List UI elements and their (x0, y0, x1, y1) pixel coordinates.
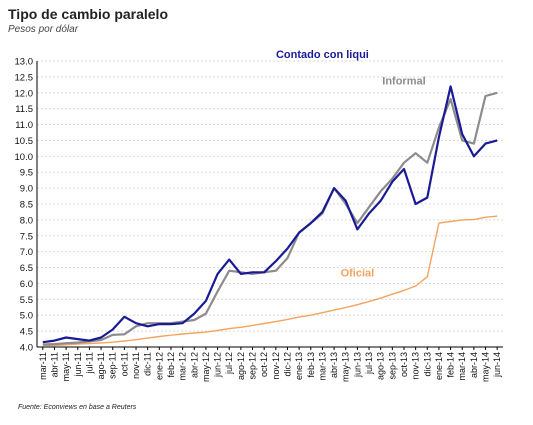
x-tick-label: dic-13 (422, 352, 432, 377)
x-tick-label: oct-13 (399, 352, 409, 377)
x-tick-label: feb-12 (166, 352, 176, 378)
x-tick-label: oct-12 (259, 352, 269, 377)
y-tick-label: 10.0 (15, 152, 34, 163)
y-tick-label: 12.5 (15, 72, 34, 83)
series-group (42, 85, 498, 347)
x-tick-label: jun-11 (73, 352, 83, 377)
series-line-contado-con-liqui (42, 85, 498, 344)
x-tick-label: ago-11 (96, 352, 106, 379)
x-tick-label: jun-12 (213, 352, 223, 378)
series-label: Contado con liqui (276, 49, 369, 61)
y-tick-label: 9.0 (20, 184, 33, 195)
chart-title: Tipo de cambio paralelo (8, 6, 169, 22)
x-tick-label: abr-13 (329, 352, 339, 378)
x-tick-label: mar-14 (457, 352, 467, 381)
x-tick-label: may-12 (201, 352, 211, 382)
axes: 4.0 4.5 5.0 5.5 6.0 6.5 7.0 7.5 8.0 8.5 9.0 9.5 10.0… (15, 57, 503, 382)
x-tick-label: oct-11 (119, 352, 129, 376)
y-tick-label: 8.0 (20, 215, 33, 226)
x-tick-label: feb-14 (446, 352, 456, 378)
x-tick-label: may-13 (341, 352, 351, 382)
x-tick-label: abr-11 (49, 352, 59, 377)
x-tick-label: may-11 (61, 352, 71, 381)
series-line-informal (42, 91, 498, 346)
source-note: Fuente: Econviews en base a Reuters (18, 404, 137, 411)
y-tick-label: 8.5 (20, 200, 33, 211)
y-tick-label: 13.0 (15, 57, 34, 68)
x-tick-label: jun-13 (352, 352, 362, 378)
y-tick-label: 4.0 (20, 343, 33, 354)
x-tick-label: may-14 (481, 352, 491, 382)
x-tick-label: ene-12 (154, 352, 164, 380)
x-tick-label: nov-11 (131, 352, 141, 379)
x-tick-label: sep-11 (108, 352, 118, 379)
x-tick-label: mar-11 (38, 352, 48, 380)
y-tick-label: 10.5 (15, 136, 34, 147)
x-tick-label: jul-13 (364, 352, 374, 375)
y-tick-label: 5.5 (20, 295, 33, 306)
series-label: Oficial (341, 268, 375, 280)
x-tick-label: ago-13 (376, 352, 386, 380)
x-tick-label: nov-12 (271, 352, 281, 380)
grid (37, 60, 503, 348)
y-tick-label: 9.5 (20, 168, 33, 179)
y-tick-label: 7.0 (20, 247, 33, 258)
x-tick-label: ago-12 (236, 352, 246, 380)
series-line-oficial (42, 215, 498, 347)
y-tick-label: 6.5 (20, 263, 33, 274)
series-label: Informal (382, 76, 425, 88)
x-tick-label: jul-12 (224, 352, 234, 375)
x-tick-label: nov-13 (411, 352, 421, 380)
x-tick-label: abr-12 (189, 352, 199, 378)
y-tick-label: 7.5 (20, 231, 33, 242)
x-tick-label: sep-13 (387, 352, 397, 380)
x-tick-label: abr-14 (469, 352, 479, 378)
x-tick-label: dic-12 (282, 352, 292, 377)
x-tick-label: ene-14 (434, 352, 444, 380)
y-tick-label: 11.5 (15, 104, 33, 115)
chart-subtitle: Pesos por dólar (8, 24, 79, 35)
y-tick-label: 4.5 (20, 327, 33, 338)
y-tick-label: 12.0 (15, 88, 34, 99)
x-tick-label: jun-14 (492, 352, 502, 378)
x-tick-label: ene-13 (294, 352, 304, 380)
x-tick-label: sep-12 (248, 352, 258, 380)
y-tick-label: 6.0 (20, 279, 33, 290)
x-tick-label: mar-12 (178, 352, 188, 381)
x-tick-label: feb-13 (306, 352, 316, 378)
y-tick-label: 5.0 (20, 311, 33, 322)
x-tick-label: jul-11 (84, 352, 94, 374)
x-tick-label: dic-11 (143, 352, 153, 376)
x-tick-label: mar-13 (317, 352, 327, 381)
series-labels: Informal Contado con liqui Oficial (276, 49, 426, 280)
y-tick-label: 11.0 (15, 120, 33, 131)
